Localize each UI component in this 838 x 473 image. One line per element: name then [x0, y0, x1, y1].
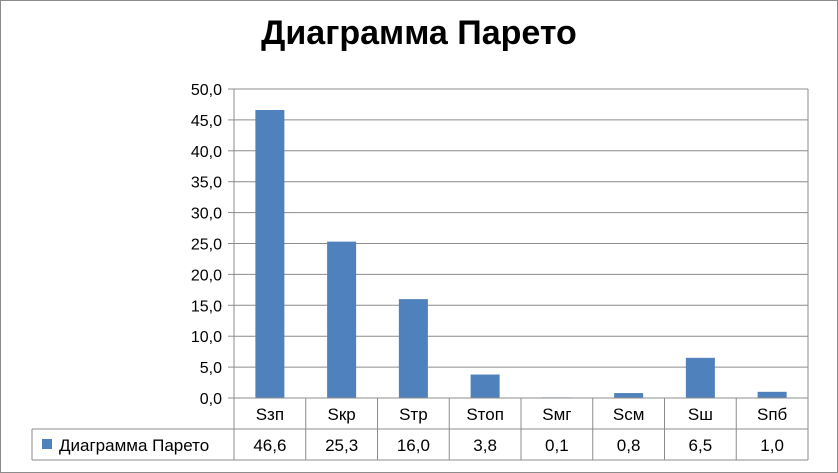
data-table-value: 0,8	[617, 436, 641, 455]
data-table-value: 25,3	[325, 436, 358, 455]
data-table-value: 3,8	[473, 436, 497, 455]
y-tick-label: 40,0	[191, 144, 222, 161]
legend-swatch	[42, 439, 52, 449]
data-table-value: 16,0	[397, 436, 430, 455]
y-tick-label: 30,0	[191, 206, 222, 223]
data-table-value: 6,5	[689, 436, 713, 455]
bar	[255, 110, 285, 399]
bar	[470, 374, 500, 398]
bar	[327, 241, 357, 398]
y-tick-label: 20,0	[191, 267, 222, 284]
y-tick-label: 50,0	[191, 82, 222, 99]
x-category-label: Sтоп	[466, 405, 504, 424]
data-table-value: 46,6	[253, 436, 286, 455]
x-category-label: Sзп	[256, 405, 284, 424]
bar	[685, 357, 715, 398]
x-category-label: Sмг	[542, 405, 571, 424]
y-tick-label: 5,0	[200, 360, 222, 377]
x-category-label: Sпб	[757, 405, 788, 424]
x-category-label: Sкр	[328, 405, 356, 424]
bar	[614, 393, 644, 398]
x-category-label: Sтр	[399, 405, 428, 424]
chart-title: Диаграмма Парето	[261, 14, 577, 52]
bar	[757, 391, 787, 398]
x-category-label: Sсм	[613, 405, 645, 424]
bar	[398, 299, 428, 398]
x-category-label: Sш	[688, 405, 713, 424]
y-tick-label: 35,0	[191, 175, 222, 192]
y-tick-label: 15,0	[191, 298, 222, 315]
data-table-value: 1,0	[760, 436, 784, 455]
y-tick-label: 25,0	[191, 237, 222, 254]
legend-series-label: Диаграмма Парето	[59, 436, 209, 455]
data-table-value: 0,1	[545, 436, 569, 455]
y-tick-label: 0,0	[200, 391, 222, 408]
y-tick-label: 45,0	[191, 113, 222, 130]
y-tick-label: 10,0	[191, 329, 222, 346]
